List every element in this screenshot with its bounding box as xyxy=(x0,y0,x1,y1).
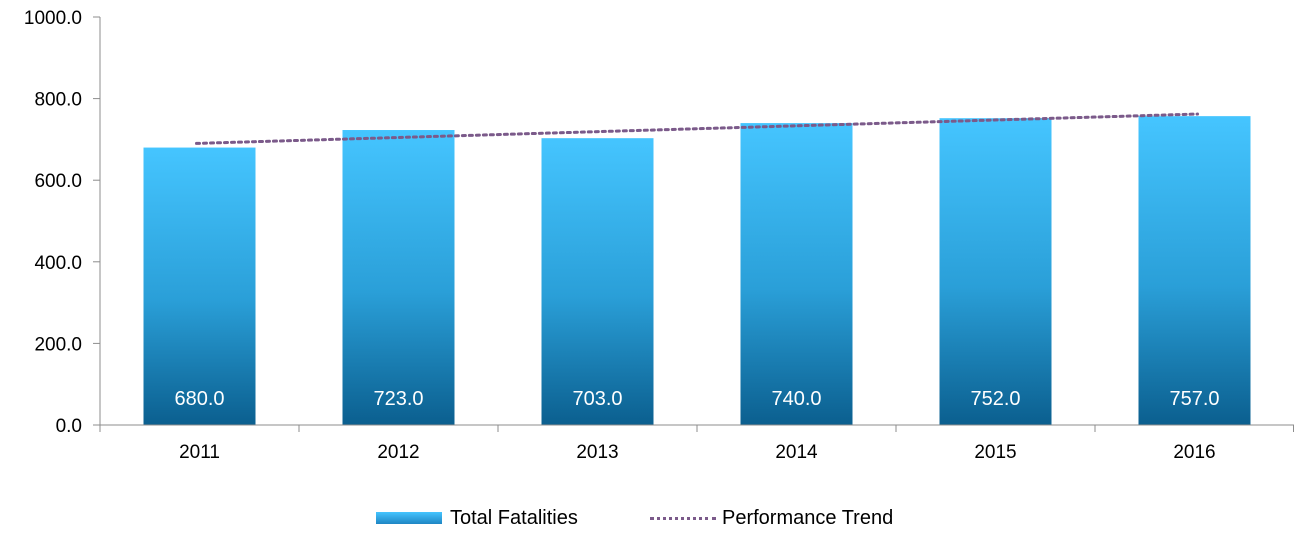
y-tick-label: 800.0 xyxy=(34,90,82,111)
bar-value-label-2016: 757.0 xyxy=(1169,388,1219,410)
y-tick-label: 200.0 xyxy=(34,334,82,355)
bar-value-label-2015: 752.0 xyxy=(970,388,1020,410)
legend-label-performance-trend: Performance Trend xyxy=(722,506,894,529)
x-tick-label-2011: 2011 xyxy=(179,442,220,463)
legend-label-total-fatalities: Total Fatalities xyxy=(450,506,578,529)
x-tick-label-2012: 2012 xyxy=(377,442,419,463)
y-tick-label: 0.0 xyxy=(56,416,82,437)
bar-value-label-2013: 703.0 xyxy=(572,388,622,410)
legend-item-performance-trend: Performance Trend xyxy=(650,503,893,533)
bar-value-label-2011: 680.0 xyxy=(174,388,224,410)
y-tick-label: 400.0 xyxy=(34,253,82,274)
x-tick-label-2015: 2015 xyxy=(974,442,1016,463)
bar-2012 xyxy=(342,130,455,426)
bar-2014 xyxy=(740,123,853,425)
y-tick-label: 1000.0 xyxy=(24,8,82,29)
bar-2016 xyxy=(1138,116,1251,426)
legend-bar-swatch xyxy=(376,512,442,524)
bar-value-label-2014: 740.0 xyxy=(771,388,821,410)
legend-line-swatch xyxy=(650,516,716,520)
bar-value-label-2012: 723.0 xyxy=(373,388,423,410)
x-tick-label-2014: 2014 xyxy=(775,442,818,463)
legend-item-total-fatalities: Total Fatalities xyxy=(376,503,578,533)
bar-2011 xyxy=(143,147,256,425)
x-tick-label-2013: 2013 xyxy=(576,442,618,463)
bar-chart: 680.0 723.0 703.0 740.0 752.0 757.0 0.0 200.0 4… xyxy=(24,8,1294,463)
bar-2013 xyxy=(541,138,654,425)
bar-2015 xyxy=(939,118,1052,426)
performance-trend-line xyxy=(195,112,1199,145)
y-tick-label: 600.0 xyxy=(34,171,82,192)
legend: Total Fatalities Performance Trend xyxy=(0,503,1294,533)
x-tick-label-2016: 2016 xyxy=(1173,442,1215,463)
